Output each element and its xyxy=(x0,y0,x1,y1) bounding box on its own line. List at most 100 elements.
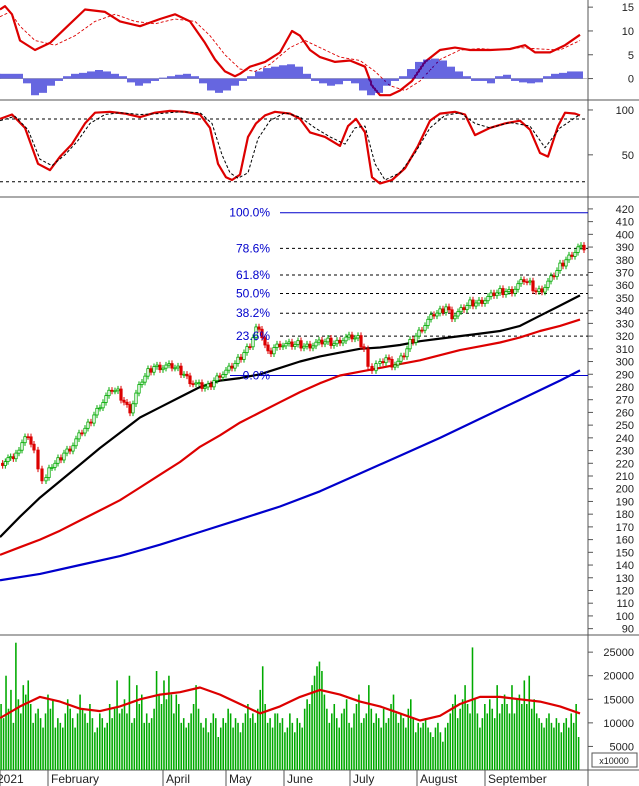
x-axis-month-label: September xyxy=(488,772,547,786)
candle-body xyxy=(122,399,126,403)
candle-body xyxy=(531,280,535,292)
volume-bar xyxy=(343,708,345,770)
volume-bar xyxy=(42,727,44,770)
volume-bar xyxy=(234,718,237,770)
volume-bar xyxy=(543,727,545,770)
volume-bar xyxy=(54,727,57,770)
candle-body xyxy=(423,325,427,331)
candle-body xyxy=(14,452,18,460)
candle-body xyxy=(582,244,586,251)
candle-body xyxy=(209,383,213,388)
volume-bar xyxy=(414,732,417,770)
volume-bar xyxy=(108,704,111,770)
candle-body xyxy=(341,340,345,344)
price-tick-label: 280 xyxy=(616,382,634,394)
price-tick-label: 150 xyxy=(616,547,634,559)
candle-body xyxy=(573,252,577,257)
volume-bar xyxy=(279,722,281,770)
volume-bar xyxy=(313,675,316,770)
candle-body xyxy=(387,357,391,360)
volume-bar xyxy=(493,718,496,770)
candle-body xyxy=(311,345,315,349)
price-tick-label: 360 xyxy=(616,280,634,292)
candle-body xyxy=(417,329,421,337)
volume-bar xyxy=(259,689,262,770)
candle-body xyxy=(104,395,108,403)
volume-bar xyxy=(501,704,503,770)
candle-body xyxy=(528,280,532,283)
volume-bar xyxy=(175,694,178,770)
volume-bar xyxy=(570,713,572,770)
candle-body xyxy=(332,343,336,346)
volume-bar xyxy=(437,722,439,770)
fibonacci-level-label: 23.6% xyxy=(236,329,270,343)
candle-body xyxy=(465,305,469,311)
volume-bar xyxy=(128,675,131,770)
candle-body xyxy=(182,373,186,376)
price-tick-label: 420 xyxy=(616,204,634,216)
volume-bar xyxy=(49,708,52,770)
candle-body xyxy=(513,288,517,294)
chart-marks xyxy=(0,5,588,770)
candle-body xyxy=(101,402,105,409)
volume-bar xyxy=(158,694,160,770)
volume-bar xyxy=(405,727,407,770)
volume-bar xyxy=(20,713,22,770)
volume-bar xyxy=(380,727,382,770)
volume-bar xyxy=(424,718,427,770)
candle-body xyxy=(59,457,63,461)
candle-body xyxy=(546,280,550,288)
volume-bar xyxy=(62,727,64,770)
volume-bar xyxy=(432,737,434,770)
candle-body xyxy=(347,334,351,338)
candle-body xyxy=(441,308,445,313)
candle-body xyxy=(456,311,460,317)
candle-body xyxy=(444,306,448,313)
volume-bar xyxy=(190,713,192,770)
volume-bar xyxy=(47,694,49,770)
volume-bar xyxy=(131,722,133,770)
x-axis-month-label: August xyxy=(420,772,458,786)
candle-body xyxy=(564,259,568,267)
candle-body xyxy=(164,364,168,369)
candle-body xyxy=(308,343,312,349)
candle-body xyxy=(522,279,526,283)
volume-bar xyxy=(321,671,323,770)
volume-bar xyxy=(244,713,247,770)
volume-bar xyxy=(498,713,501,770)
candle-body xyxy=(366,348,370,367)
volume-bar xyxy=(471,647,474,770)
candle-body xyxy=(567,254,571,261)
candle-body xyxy=(65,448,69,454)
volume-bar xyxy=(563,722,565,770)
volume-bar xyxy=(22,685,25,770)
volume-bar xyxy=(168,675,170,770)
candle-body xyxy=(323,341,327,345)
volume-bar xyxy=(173,713,175,770)
volume-bar xyxy=(254,722,257,770)
candle-body xyxy=(155,364,159,368)
volume-bar xyxy=(538,718,540,770)
candle-body xyxy=(378,361,382,364)
volume-bar xyxy=(212,713,215,770)
candle-body xyxy=(161,367,165,371)
price-tick-label: 100 xyxy=(616,611,634,623)
volume-bar xyxy=(24,694,27,770)
candle-body xyxy=(191,383,195,386)
price-tick-label: 170 xyxy=(616,522,634,534)
volume-bar xyxy=(86,722,89,770)
x-axis-month-label: February xyxy=(51,772,99,786)
candle-body xyxy=(218,375,222,378)
candle-body xyxy=(137,384,141,394)
volume-bar xyxy=(227,708,229,770)
candle-body xyxy=(501,288,505,296)
volume-bar xyxy=(261,666,264,770)
candle-body xyxy=(200,382,204,389)
volume-bar xyxy=(338,727,340,770)
volume-bar xyxy=(422,722,424,770)
candle-body xyxy=(326,337,330,343)
candle-body xyxy=(516,283,520,290)
price-tick-label: 210 xyxy=(616,471,634,483)
candle-body xyxy=(194,382,198,385)
